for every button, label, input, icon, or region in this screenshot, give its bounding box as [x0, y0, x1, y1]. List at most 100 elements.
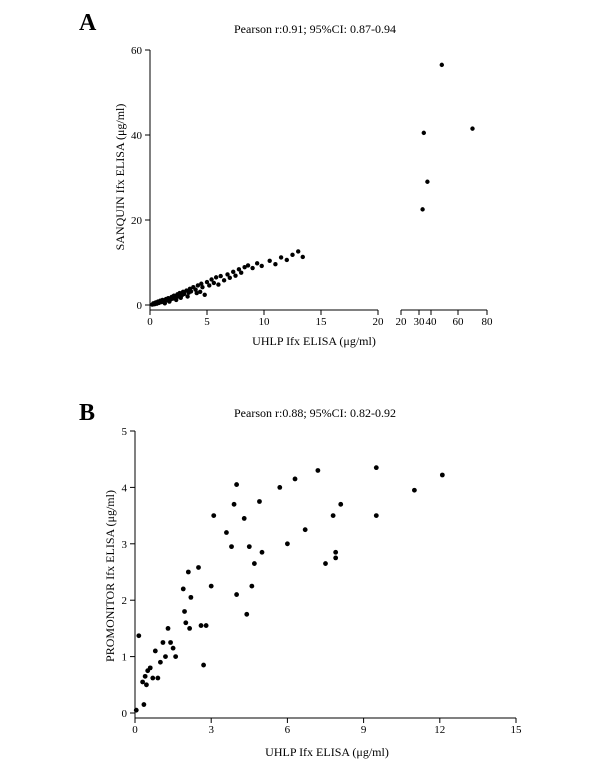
panel-b-y-tick-label: 2 [122, 595, 128, 607]
panel-b-data-point [136, 633, 142, 639]
panel-letter-a: A [79, 10, 97, 36]
panel-b-data-point [187, 626, 193, 631]
panel-a-data-point [225, 272, 230, 277]
panel-a-data-point [296, 249, 301, 254]
panel-b-data-point [188, 594, 194, 600]
panel-b-x-tick-label: 0 [132, 724, 138, 736]
panel-b-data-point [170, 645, 176, 651]
panel-b-data-point [142, 673, 148, 679]
panel-b-data-point [198, 623, 204, 628]
panel-a-data-point [278, 255, 284, 260]
panel-b-data-point [373, 513, 379, 518]
panel-a-x-tick-label: 10 [259, 316, 271, 328]
panel-a-data-point [233, 273, 238, 278]
panel-b-data-point [277, 485, 283, 490]
panel-b-points [133, 465, 445, 713]
panel-b-data-point [196, 565, 201, 570]
panel-a-data-point [193, 287, 198, 292]
panel-b-x-tick-label: 9 [361, 724, 367, 736]
panel-a-data-point [421, 130, 426, 136]
panel-a-x-tick-label: 20 [396, 316, 408, 328]
panel-a-data-point [300, 254, 305, 260]
panel-b-data-point [165, 626, 171, 631]
panel-a-x-tick-label: 20 [373, 316, 385, 328]
panel-a-data-point [239, 270, 244, 275]
panel-a-data-point [209, 277, 214, 282]
panel-a-data-point [267, 258, 272, 263]
panel-b-data-point [234, 482, 240, 487]
panel-a-y-tick-label: 40 [131, 130, 143, 142]
panel-a-y-tick-label: 60 [131, 45, 143, 57]
panel-b-data-point [338, 501, 344, 507]
panel-b-data-point [147, 665, 153, 671]
panel-a-data-point [242, 264, 247, 270]
panel-a-x-tick-label: 30 [414, 316, 426, 328]
panel-a-data-point [197, 289, 203, 295]
panel-b-data-point [160, 640, 166, 645]
panel-b-data-point [373, 465, 379, 471]
panel-b-data-point [231, 501, 237, 507]
panel-a-data-point [245, 263, 251, 268]
panel-b-data-point [412, 487, 417, 493]
panel-b-data-point [251, 561, 257, 566]
panel-a-x-tick-label: 15 [316, 316, 328, 328]
panel-b-y-tick-label: 5 [122, 426, 128, 438]
panel-b-x-tick-label: 6 [285, 724, 291, 736]
panel-a-data-point [202, 292, 207, 297]
panel-b-data-point [141, 702, 147, 707]
panel-a-x-tick-label: 60 [453, 316, 465, 328]
panel-a-data-point [162, 301, 168, 306]
panel-b-data-point [302, 527, 308, 533]
panel-b-data-point [229, 544, 234, 550]
panel-b-data-point [333, 549, 339, 555]
panel-b-data-point [140, 679, 146, 685]
panel-a-data-point [216, 282, 221, 287]
panel-b-data-point [285, 541, 290, 547]
panel-b-x-tick-label: 3 [208, 724, 214, 736]
panel-a-data-point [204, 279, 210, 285]
panel-b-data-point [158, 659, 163, 665]
panel-b-data-point [201, 662, 206, 668]
panel-a-data-point [200, 284, 205, 290]
panel-a-data-point [231, 269, 236, 275]
panel-b-data-point [257, 499, 262, 504]
panel-a-annotation: Pearson r:0.91; 95%CI: 0.87-0.94 [234, 22, 396, 36]
panel-b-data-point [439, 472, 445, 478]
panel-b-data-point [168, 640, 173, 645]
panel-b-data-point [144, 682, 149, 688]
panel-b-data-point [155, 675, 161, 681]
panel-b-data-point [315, 468, 321, 473]
panel-a-x-tick-label: 0 [147, 316, 153, 328]
panel-a-points [150, 62, 475, 307]
panel-a-data-point [195, 283, 201, 288]
panel-b-x-tick-label: 15 [511, 724, 523, 736]
panel-a-data-point [182, 291, 187, 297]
panel-a-data-point [211, 280, 217, 286]
panel-a-data-point [185, 294, 190, 299]
panel-b-data-point [234, 592, 240, 597]
panel-b-data-point [150, 675, 156, 681]
panel-b-data-point [323, 561, 328, 566]
panel-b-data-point [292, 476, 298, 482]
panel-b-data-point [180, 586, 186, 592]
panel-b-data-point [246, 544, 252, 550]
panel-a-x-tick-label: 5 [204, 316, 210, 328]
panel-b-data-point [173, 654, 179, 659]
panel-b-data-point [133, 707, 139, 713]
panel-b-data-point [211, 513, 217, 518]
panel-b-data-point [241, 516, 247, 521]
panel-a-data-point [221, 278, 227, 283]
panel-letter-b: B [79, 400, 95, 426]
panel-a-data-point [218, 273, 223, 279]
panel-a-data-point [420, 207, 425, 212]
panel-a-y-tick-label: 0 [137, 300, 143, 312]
panel-a-data-point [236, 267, 242, 272]
panel-b-y-axis-label: PROMONITOR Ifx ELISA (μg/ml) [103, 490, 117, 662]
panel-b-data-point [244, 611, 250, 617]
panel-b-data-point [185, 569, 191, 575]
panel-a-data-point [194, 290, 199, 296]
panel-b-data-point [163, 654, 168, 659]
panel-b-data-point [249, 583, 255, 589]
